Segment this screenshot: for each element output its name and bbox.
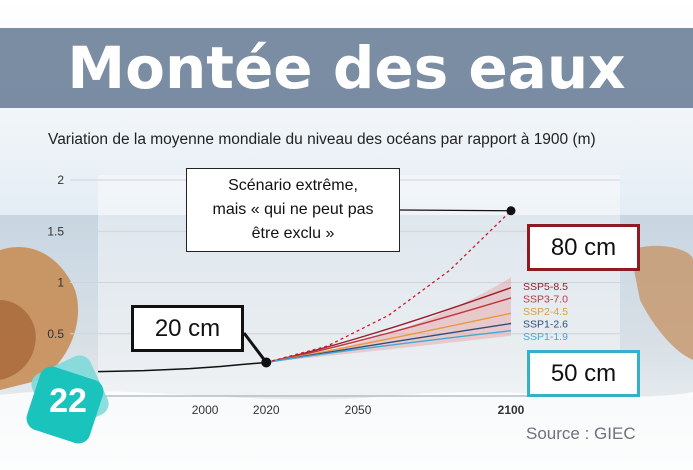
badge-number: 22 [49,382,87,420]
current-level-tag: 20 cm [131,305,244,352]
y-tick-label: 1 [57,276,64,290]
series-label: SSP1-2.6 [523,319,568,331]
uncertainty-band [266,277,511,363]
series-label: SSP1-1.9 [523,331,568,343]
y-tick-label: 0.5 [47,327,64,341]
extreme-scenario-line [266,210,512,364]
extreme-scenario-callout: Scénario extrême, mais « qui ne peut pas… [186,168,400,252]
x-tick-label: 2000 [192,403,219,417]
series-line [266,329,512,364]
low-projection-tag: 50 cm [527,350,640,397]
series-label: SSP2-4.5 [523,306,568,318]
current-connector [242,332,268,364]
y-tick-label: 1.5 [47,224,64,238]
x-tick-label: 2020 [253,403,280,417]
historical-line [97,361,267,373]
page-number-badge: 22 [23,351,113,447]
chart-title: Variation de la moyenne mondiale du nive… [48,131,596,148]
page-title: Montée des eaux [67,34,626,102]
high-projection-tag: 80 cm [527,224,640,271]
title-banner: Montée des eaux [0,28,693,108]
x-tick-label: 2100 [498,403,525,417]
series-label: SSP3-7.0 [523,294,568,306]
x-tick-label: 2050 [345,403,372,417]
y-tick-label: 2 [57,173,64,187]
source-credit: Source : GIEC [526,424,636,443]
extreme-connector [399,209,512,212]
series-label: SSP5-8.5 [523,281,568,293]
